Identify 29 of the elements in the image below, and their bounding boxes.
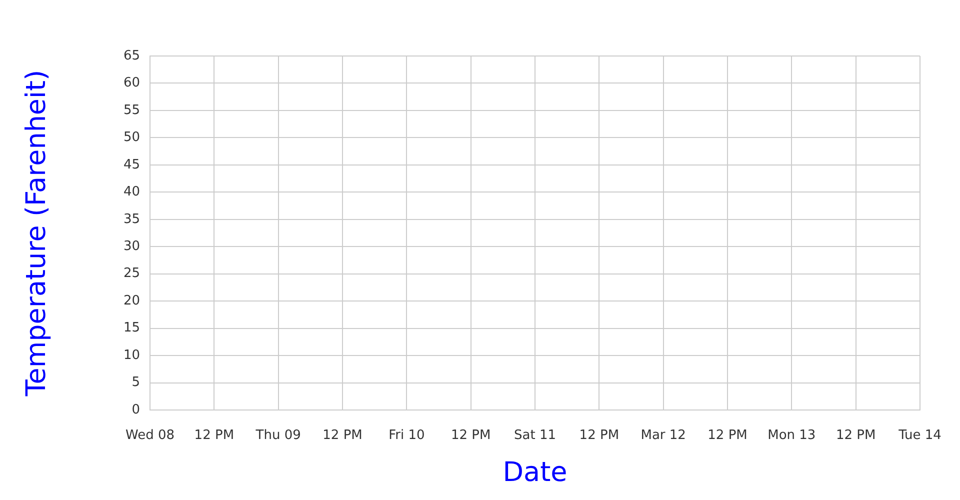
x-tick-label: Fri 10 [388,428,425,444]
x-tick-label: 12 PM [194,428,234,444]
x-tick-label: Wed 08 [125,428,175,444]
y-tick-label: 0 [132,402,140,418]
y-tick-label: 45 [123,157,140,172]
y-tick-label: 50 [123,130,140,146]
x-tick-label: 12 PM [322,428,362,444]
x-tick-label: 12 PM [450,428,491,444]
x-tick-label: Tue 14 [898,428,942,444]
y-tick-label: 65 [123,48,140,64]
x-tick-label: Thu 09 [254,428,301,444]
x-tick-label: 12 PM [708,428,748,444]
y-tick-label: 20 [123,293,140,308]
y-axis-title: Temperature (Farenheit) [21,70,52,398]
x-tick-label: Mar 12 [640,428,686,444]
x-tick-label: Mon 13 [768,428,816,444]
x-tick-label: Sat 11 [514,428,556,444]
y-tick-label: 10 [123,348,140,363]
y-tick-label: 60 [123,76,140,91]
x-tick-label: 12 PM [579,428,620,444]
x-axis-title: Date [502,456,568,488]
x-tick-label: 12 PM [836,428,876,444]
y-tick-label: 40 [123,184,140,200]
y-tick-label: 15 [123,320,140,336]
y-tick-label: 30 [123,238,140,254]
y-tick-label: 5 [132,375,140,390]
y-tick-label: 55 [123,102,140,118]
y-tick-label: 35 [123,212,140,227]
y-tick-label: 25 [123,266,140,282]
